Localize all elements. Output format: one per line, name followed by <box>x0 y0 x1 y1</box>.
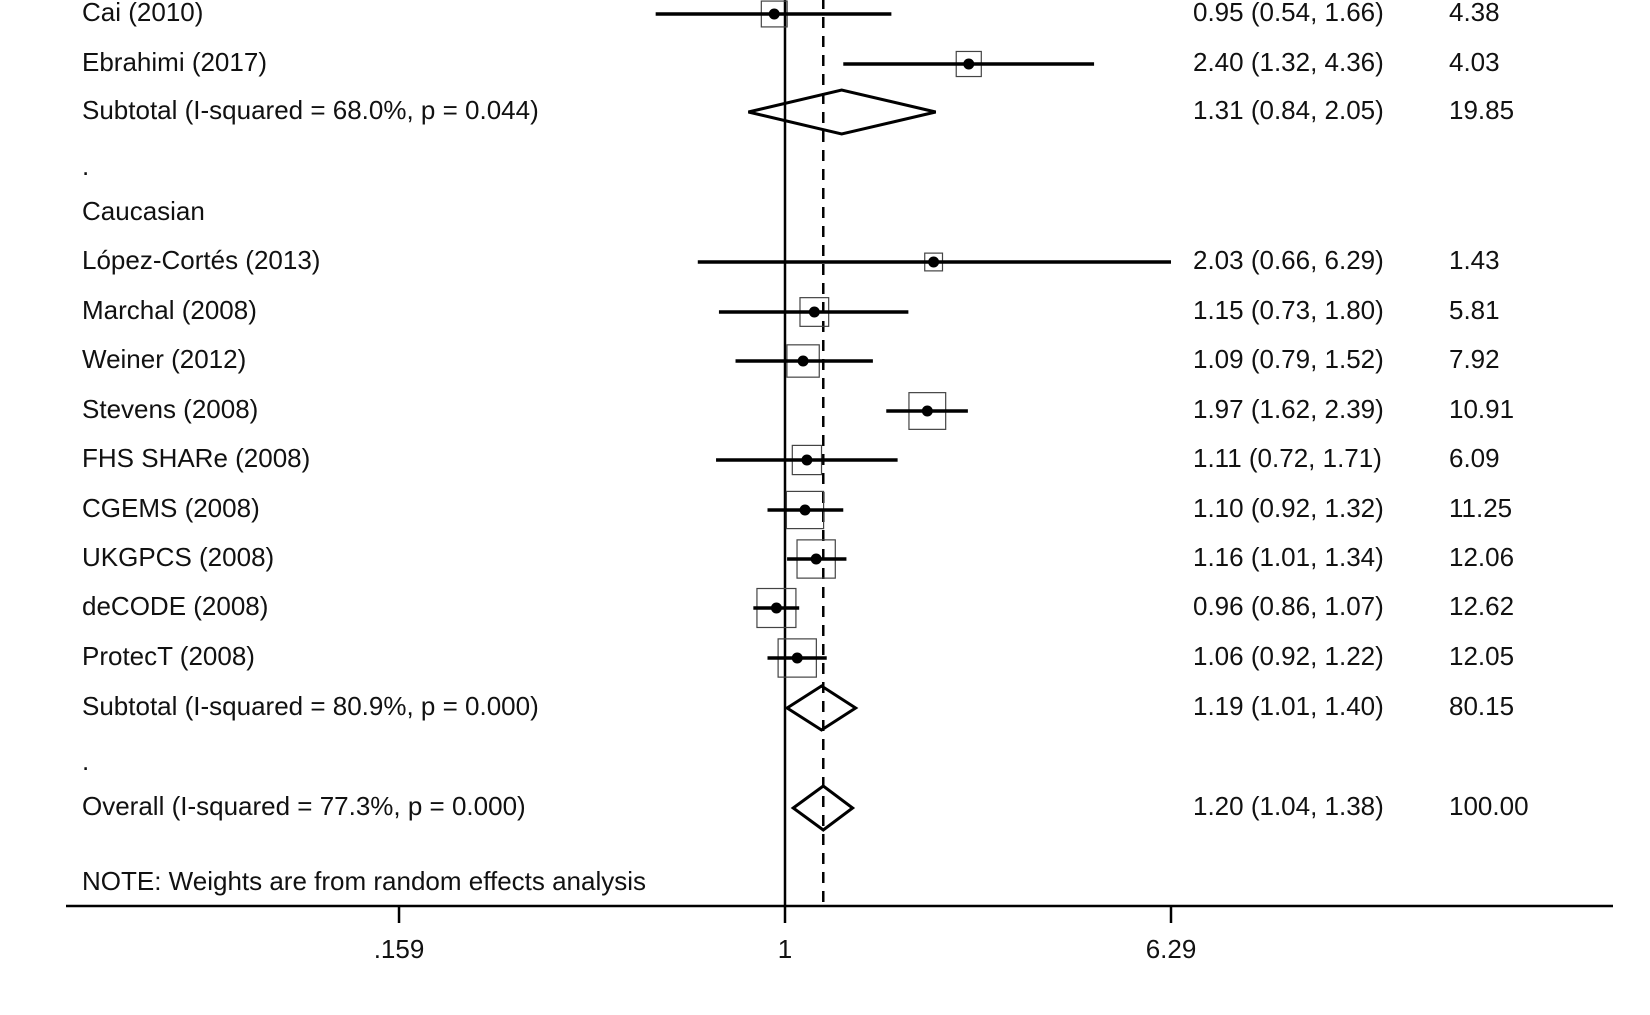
x-tick-label: 6.29 <box>1146 934 1197 964</box>
row-label: Marchal (2008) <box>82 295 257 325</box>
ci-text: 2.03 (0.66, 6.29) <box>1193 245 1384 275</box>
weight-text: 4.03 <box>1449 47 1500 77</box>
ci-text: 1.97 (1.62, 2.39) <box>1193 394 1384 424</box>
row-label: López-Cortés (2013) <box>82 245 320 275</box>
ci-text: 1.19 (1.01, 1.40) <box>1193 691 1384 721</box>
row-label: Ebrahimi (2017) <box>82 47 267 77</box>
subtotal-diamond <box>748 88 937 136</box>
weight-text: 12.62 <box>1449 591 1514 621</box>
row-label: Weiner (2012) <box>82 344 246 374</box>
x-tick-label: .159 <box>374 934 425 964</box>
subtotal-diamond <box>784 684 859 732</box>
row-label: . <box>82 151 89 181</box>
row-label: Caucasian <box>82 196 205 226</box>
point-estimate <box>791 652 803 664</box>
ci-text: 1.11 (0.72, 1.71) <box>1193 443 1382 473</box>
point-estimate <box>921 405 933 417</box>
weight-text: 10.91 <box>1449 394 1514 424</box>
point-estimate <box>928 256 940 268</box>
ci-text: 1.31 (0.84, 2.05) <box>1193 95 1384 125</box>
ci-text: 0.95 (0.54, 1.66) <box>1193 0 1384 27</box>
weight-text: 19.85 <box>1449 95 1514 125</box>
overall-diamond <box>790 784 856 832</box>
ci-text: 2.40 (1.32, 4.36) <box>1193 47 1384 77</box>
weight-text: 80.15 <box>1449 691 1514 721</box>
point-estimate <box>810 553 822 565</box>
point-estimate <box>963 58 975 70</box>
x-tick-label: 1 <box>778 934 792 964</box>
weight-text: 7.92 <box>1449 344 1500 374</box>
weight-text: 5.81 <box>1449 295 1500 325</box>
weight-text: 6.09 <box>1449 443 1500 473</box>
row-label: ProtecT (2008) <box>82 641 255 671</box>
ci-text: 1.20 (1.04, 1.38) <box>1193 791 1384 821</box>
ci-text: 1.16 (1.01, 1.34) <box>1193 542 1384 572</box>
ci-text: 1.09 (0.79, 1.52) <box>1193 344 1384 374</box>
weight-text: 11.25 <box>1449 493 1512 523</box>
weight-text: 12.06 <box>1449 542 1514 572</box>
row-label: Subtotal (I-squared = 80.9%, p = 0.000) <box>82 691 539 721</box>
point-estimate <box>799 504 811 516</box>
row-label: Stevens (2008) <box>82 394 258 424</box>
row-label: Subtotal (I-squared = 68.0%, p = 0.044) <box>82 95 539 125</box>
row-label: Overall (I-squared = 77.3%, p = 0.000) <box>82 791 526 821</box>
point-estimate <box>801 454 813 466</box>
row-label: CGEMS (2008) <box>82 493 260 523</box>
row-label: NOTE: Weights are from random effects an… <box>82 866 646 896</box>
row-label: Cai (2010) <box>82 0 203 27</box>
ci-text: 1.15 (0.73, 1.80) <box>1193 295 1384 325</box>
weight-text: 12.05 <box>1449 641 1514 671</box>
point-estimate <box>797 355 809 367</box>
point-estimate <box>808 306 820 318</box>
point-estimate <box>768 8 780 20</box>
row-label: FHS SHARe (2008) <box>82 443 310 473</box>
weight-text: 100.00 <box>1449 791 1529 821</box>
ci-text: 1.06 (0.92, 1.22) <box>1193 641 1384 671</box>
row-label: UKGPCS (2008) <box>82 542 274 572</box>
weight-text: 4.38 <box>1449 0 1500 27</box>
point-estimate <box>770 602 782 614</box>
ci-text: 1.10 (0.92, 1.32) <box>1193 493 1384 523</box>
row-label: . <box>82 746 89 776</box>
weight-text: 1.43 <box>1449 245 1500 275</box>
ci-text: 0.96 (0.86, 1.07) <box>1193 591 1384 621</box>
row-label: deCODE (2008) <box>82 591 268 621</box>
